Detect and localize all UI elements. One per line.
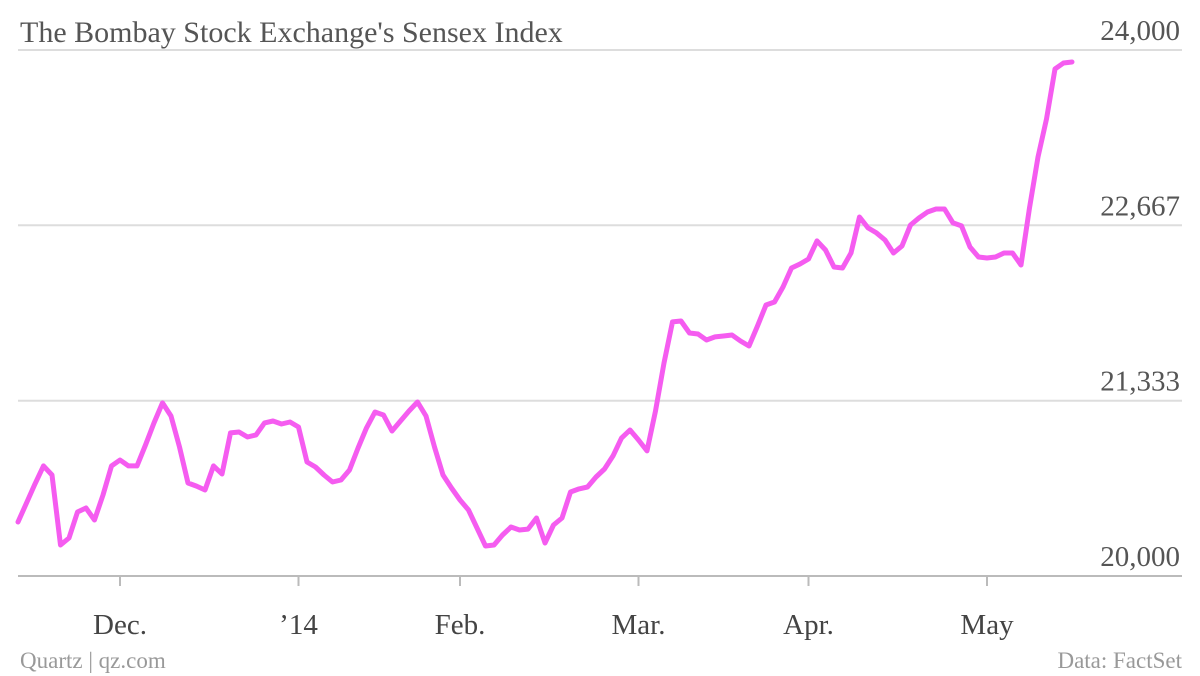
x-tick-label: Mar. xyxy=(612,609,666,641)
x-tick-label: ’14 xyxy=(279,609,318,641)
x-tick-label: Apr. xyxy=(783,609,834,641)
credit: Quartz | qz.com xyxy=(20,648,166,673)
x-tick-label: Feb. xyxy=(435,609,486,641)
x-tick-label: May xyxy=(960,609,1014,641)
y-tick-label: 20,000 xyxy=(1100,541,1180,573)
data-line xyxy=(15,59,1075,549)
y-tick-label: 21,333 xyxy=(1100,366,1180,398)
source: Data: FactSet xyxy=(1057,648,1182,673)
y-tick-label: 24,000 xyxy=(1100,15,1180,47)
chart-title: The Bombay Stock Exchange's Sensex Index xyxy=(20,16,563,49)
y-tick-label: 22,667 xyxy=(1100,190,1180,222)
x-tick-label: Dec. xyxy=(93,609,147,641)
